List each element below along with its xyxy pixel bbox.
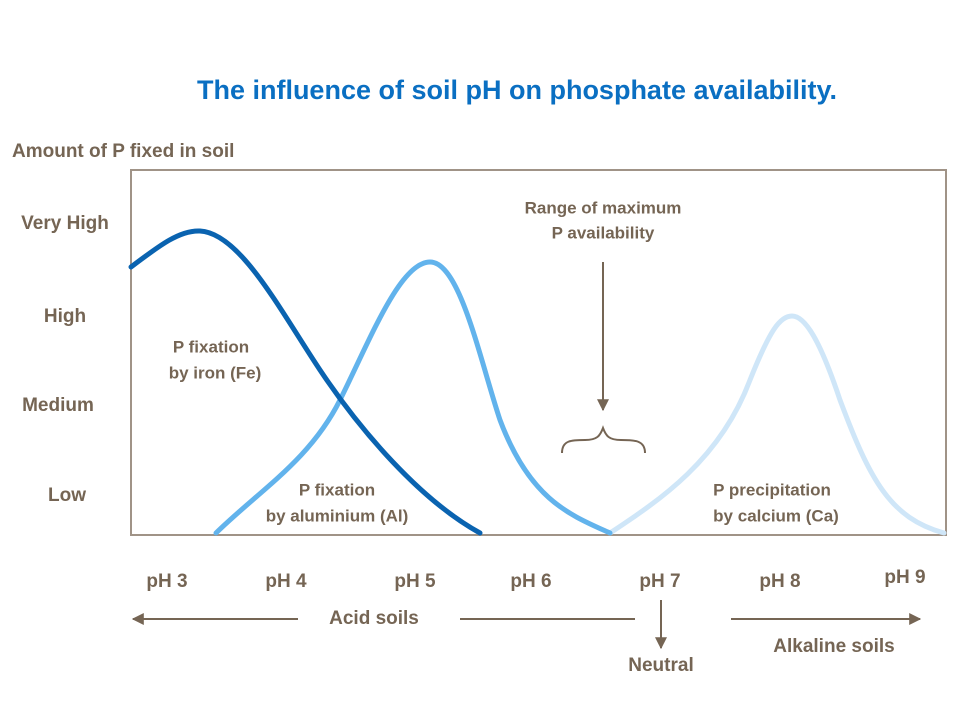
x-label: pH 6 bbox=[510, 571, 551, 592]
calcium-curve bbox=[607, 313, 947, 536]
title: The influence of soil pH on phosphate av… bbox=[197, 75, 837, 105]
soil-type: Alkaline soils bbox=[773, 636, 894, 657]
range-note: Range of maximum bbox=[525, 198, 682, 217]
y-level: Low bbox=[48, 485, 86, 506]
curve-label: by iron (Fe) bbox=[169, 363, 262, 382]
curve-label: P precipitation bbox=[713, 480, 831, 499]
y-level: Medium bbox=[22, 395, 94, 416]
curve-label: by calcium (Ca) bbox=[713, 506, 839, 525]
aluminium-curve bbox=[213, 259, 613, 536]
range-brace bbox=[561, 425, 646, 454]
curve-label: P fixation bbox=[173, 337, 249, 356]
soil-type: Acid soils bbox=[329, 608, 419, 629]
curve-label: by aluminium (Al) bbox=[266, 506, 409, 525]
y-axis-title: Amount of P fixed in soil bbox=[12, 141, 234, 162]
y-level: High bbox=[44, 306, 86, 327]
x-label: pH 4 bbox=[265, 571, 307, 592]
curve-label: P fixation bbox=[299, 480, 375, 499]
x-label: pH 5 bbox=[394, 571, 436, 592]
plot-frame bbox=[130, 169, 947, 536]
range-note: P availability bbox=[552, 223, 655, 242]
x-label: pH 3 bbox=[146, 571, 187, 592]
y-level: Very High bbox=[21, 213, 109, 234]
x-label: pH 7 bbox=[639, 571, 680, 592]
iron-curve bbox=[128, 228, 483, 536]
x-label: pH 8 bbox=[759, 571, 800, 592]
soil-type: Neutral bbox=[628, 655, 693, 676]
x-label: pH 9 bbox=[884, 567, 925, 588]
